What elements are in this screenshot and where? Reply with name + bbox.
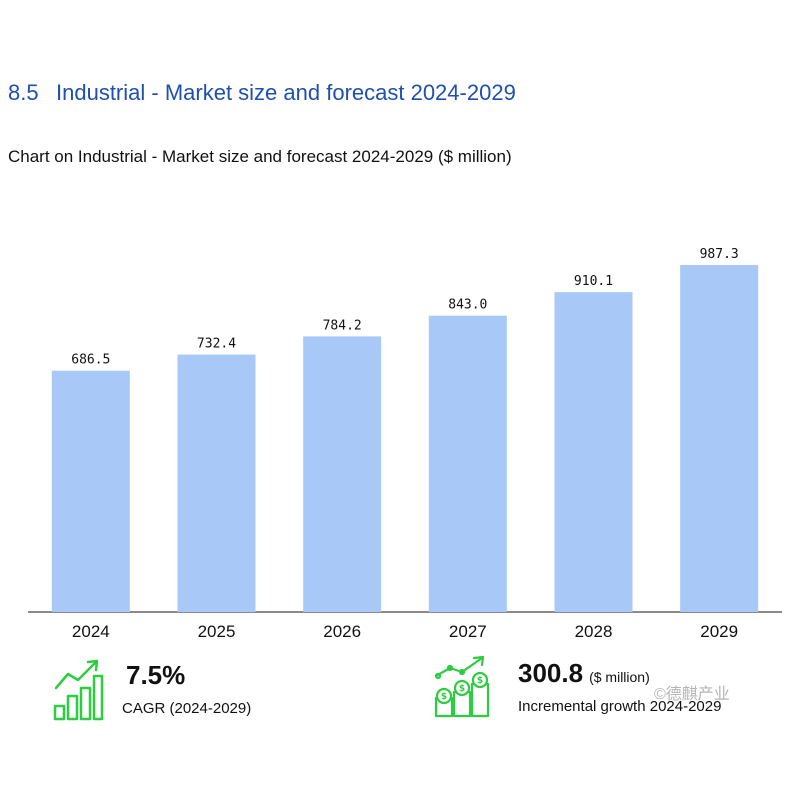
x-tick-label-2028: 2028 bbox=[575, 622, 613, 641]
watermark: ©德麒产业 bbox=[654, 686, 730, 703]
section-number: 8.5 bbox=[8, 80, 39, 105]
growth-value-row: 300.8 ($ million) bbox=[518, 658, 650, 689]
cagr-value: 7.5% bbox=[126, 660, 186, 690]
money-stack-icon: $ $ $ bbox=[432, 654, 498, 725]
x-tick-label-2024: 2024 bbox=[72, 622, 110, 641]
data-label-2029: 987.3 bbox=[700, 247, 739, 262]
bar-chart: 686.5 2024 732.4 2025 784.2 2026 843.0 2027 910.… bbox=[28, 247, 782, 641]
growth-label: Incremental growth 2024-2029 bbox=[518, 698, 722, 715]
bar-2029 bbox=[680, 265, 759, 612]
section-title: Industrial - Market size and forecast 20… bbox=[56, 80, 516, 105]
x-tick-label-2026: 2026 bbox=[323, 622, 361, 641]
data-label-2024: 686.5 bbox=[71, 353, 110, 368]
chart-title: Chart on Industrial - Market size and fo… bbox=[8, 147, 512, 166]
growth-unit: ($ million) bbox=[589, 669, 650, 685]
svg-text:$: $ bbox=[459, 684, 465, 694]
growth-bars-icon bbox=[52, 658, 104, 727]
data-label-2028: 910.1 bbox=[574, 274, 613, 289]
bar-2027 bbox=[428, 315, 507, 612]
svg-text:$: $ bbox=[441, 692, 447, 702]
bar-2026 bbox=[303, 336, 382, 612]
bar-2024 bbox=[51, 370, 130, 612]
bar-2028 bbox=[554, 292, 633, 612]
x-tick-label-2029: 2029 bbox=[700, 622, 738, 641]
section-heading: 8.5 Industrial - Market size and forecast… bbox=[8, 80, 516, 106]
data-label-2027: 843.0 bbox=[448, 298, 487, 313]
x-tick-label-2027: 2027 bbox=[449, 622, 487, 641]
bar-2025 bbox=[177, 354, 256, 612]
data-label-2026: 784.2 bbox=[323, 318, 362, 333]
data-label-2025: 732.4 bbox=[197, 337, 236, 352]
x-tick-label-2025: 2025 bbox=[198, 622, 236, 641]
svg-text:$: $ bbox=[477, 676, 483, 686]
cagr-label: CAGR (2024-2029) bbox=[122, 700, 252, 717]
growth-value: 300.8 bbox=[518, 658, 584, 688]
